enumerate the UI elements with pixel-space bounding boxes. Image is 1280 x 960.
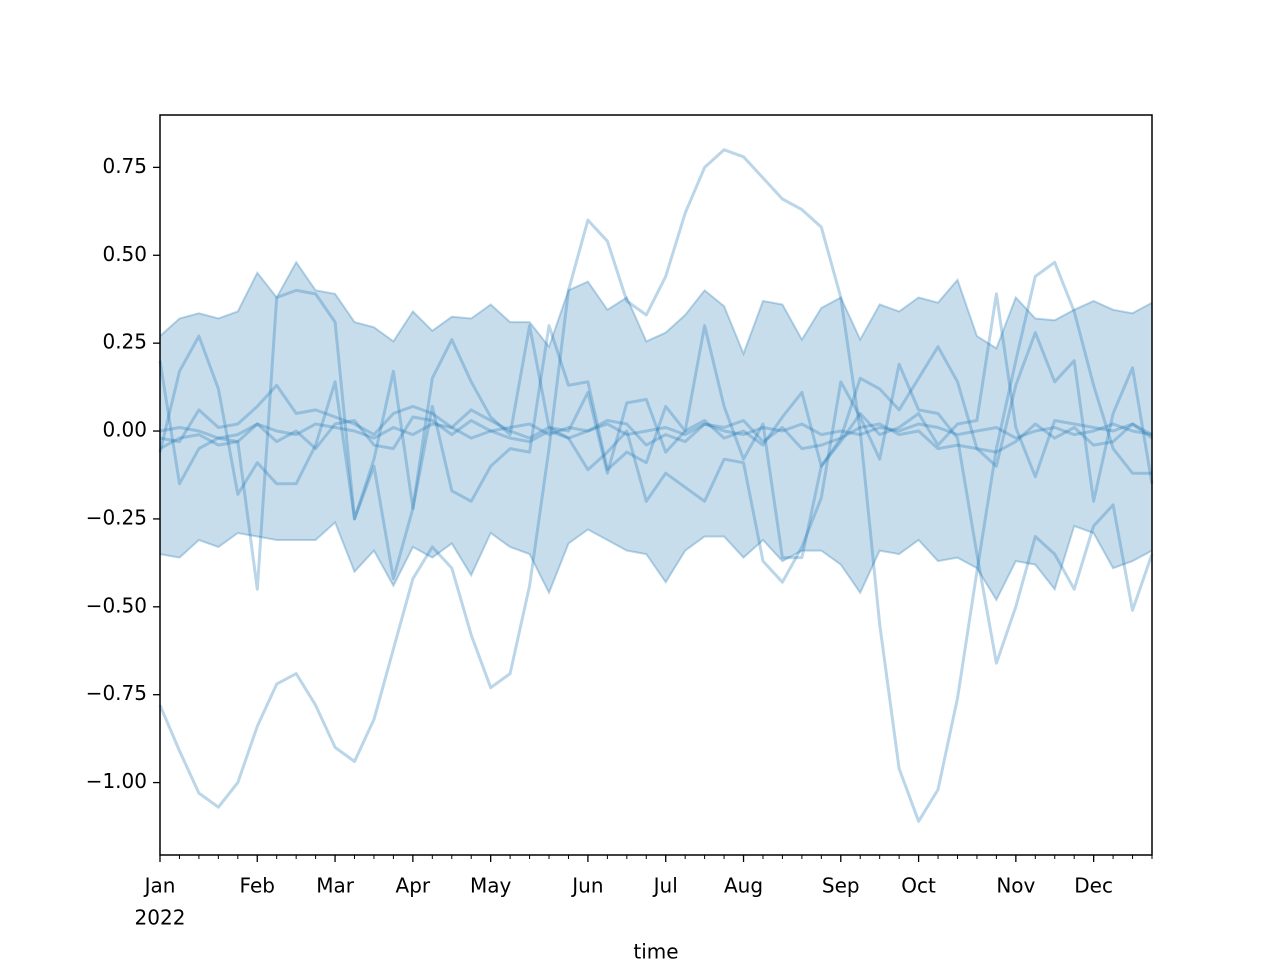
y-tick-label: 0.25 [102,330,147,354]
y-tick-label: −0.75 [86,681,147,705]
x-year-label: 2022 [135,906,186,930]
series-line [159,422,1153,440]
x-tick-label: Nov [996,874,1035,898]
y-tick-label: 0.75 [102,154,147,178]
y-tick-label: −0.50 [86,593,147,617]
x-tick-label: Jan [143,874,176,898]
y-tick-label: −0.25 [86,505,147,529]
x-tick-label: Mar [316,874,355,898]
x-tick-label: Dec [1074,874,1113,898]
x-tick-label: Apr [396,874,431,898]
y-tick-label: 0.50 [102,242,147,266]
x-axis-label: time [633,940,678,960]
y-tick-label: −1.00 [86,769,147,793]
x-tick-label: Oct [901,874,936,898]
band-edge [159,520,1153,602]
x-tick-label: Jul [652,874,678,898]
series-line [158,148,1152,823]
x-tick-label: Sep [822,874,860,898]
band-edge [159,260,1153,357]
x-tick-label: Feb [240,874,275,898]
x-tick-label: Aug [724,874,763,898]
series-line [158,324,1154,560]
series-line [159,415,1153,454]
x-tick-label: May [470,874,512,898]
x-tick-label: Jun [570,874,603,898]
y-tick-label: 0.00 [102,418,147,442]
plot-frame [159,114,1153,856]
series-line [158,288,1154,665]
band-area [160,262,1152,600]
series-line [159,292,1153,479]
